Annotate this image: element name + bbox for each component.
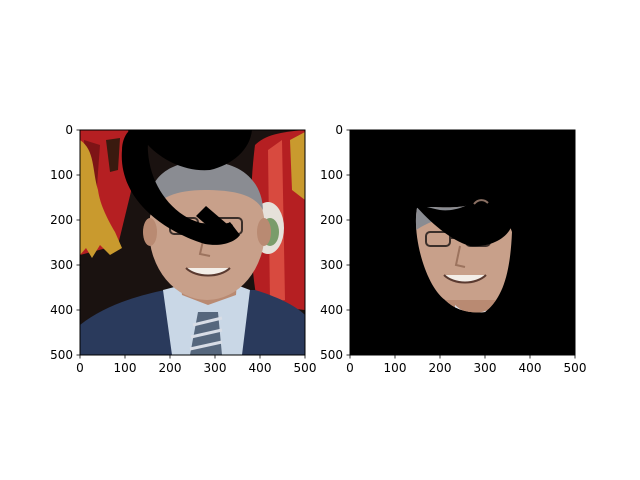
y-tick-label-right: 300 (320, 258, 343, 272)
y-tick-label-right: 400 (320, 303, 343, 317)
x-tick-label-left: 100 (114, 361, 137, 375)
x-tick-label-left: 500 (294, 361, 317, 375)
image-panel-segmented (350, 130, 575, 355)
x-tick-label-right: 500 (564, 361, 587, 375)
y-tick-label-left: 300 (50, 258, 73, 272)
x-tick-label-right: 400 (519, 361, 542, 375)
y-tick-label-right: 200 (320, 213, 343, 227)
y-tick-label-right: 0 (335, 123, 343, 137)
x-tick-label-left: 300 (204, 361, 227, 375)
occluder-mask-segment (415, 198, 512, 247)
x-tick-label-left: 0 (76, 361, 84, 375)
x-tick-label-left: 400 (249, 361, 272, 375)
y-tick-label-left: 500 (50, 348, 73, 362)
y-tick-label-right: 100 (320, 168, 343, 182)
left-flag (80, 130, 135, 258)
x-tick-label-right: 200 (429, 361, 452, 375)
x-tick-label-right: 0 (346, 361, 354, 375)
hair (148, 161, 263, 212)
y-tick-label-left: 100 (50, 168, 73, 182)
y-tick-label-left: 400 (50, 303, 73, 317)
x-tick-label-left: 200 (159, 361, 182, 375)
x-tick-label-right: 100 (384, 361, 407, 375)
x-tick-label-right: 300 (474, 361, 497, 375)
image-panel-original (80, 130, 305, 355)
y-tick-label-left: 0 (65, 123, 73, 137)
occluder-mask (121, 130, 252, 245)
y-tick-label-right: 500 (320, 348, 343, 362)
axes-frame-right (349, 129, 576, 356)
y-tick-label-left: 200 (50, 213, 73, 227)
axes-frame-left (79, 129, 306, 356)
